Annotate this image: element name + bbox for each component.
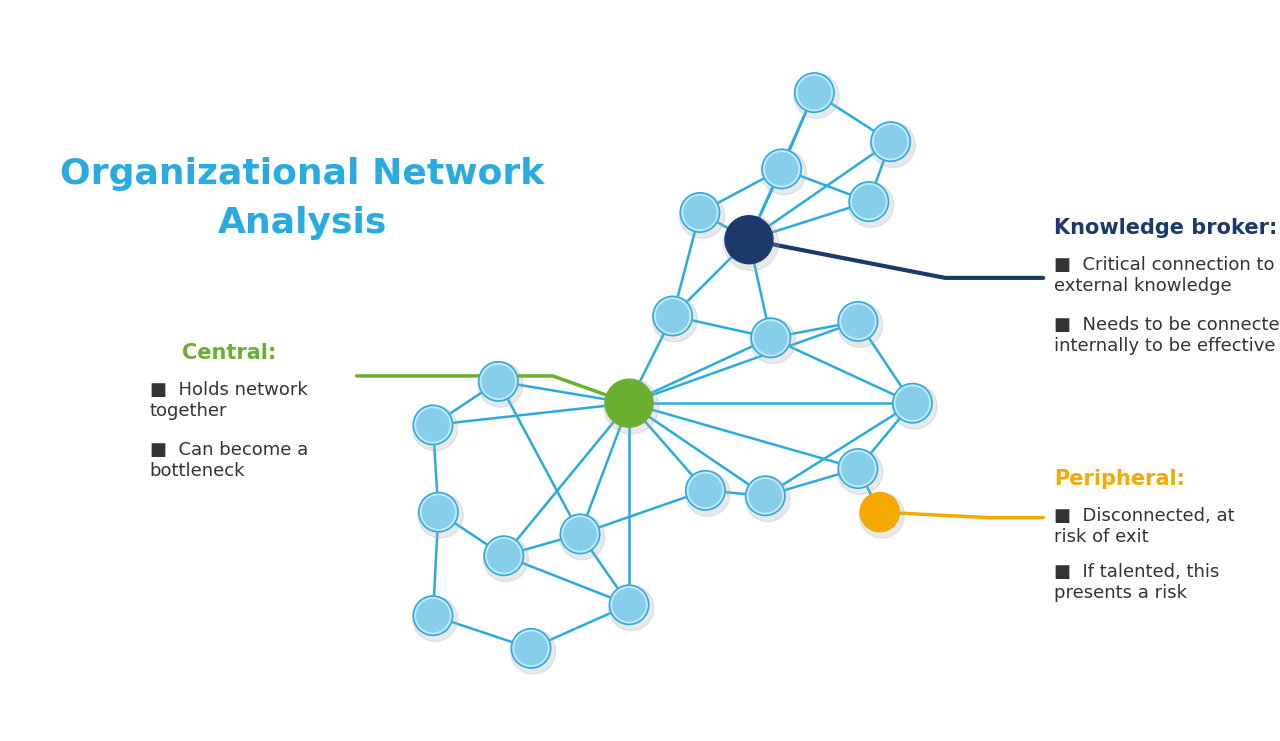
Text: ■  Critical connection to
external knowledge: ■ Critical connection to external knowle…	[1055, 256, 1275, 295]
Circle shape	[750, 319, 795, 364]
Circle shape	[870, 122, 915, 167]
Circle shape	[749, 479, 781, 512]
Circle shape	[686, 471, 724, 510]
Circle shape	[762, 149, 801, 188]
Circle shape	[852, 185, 884, 218]
Text: Peripheral:: Peripheral:	[1055, 468, 1185, 488]
Circle shape	[859, 493, 905, 538]
Circle shape	[680, 193, 719, 232]
Circle shape	[723, 216, 778, 270]
Circle shape	[422, 496, 454, 528]
Circle shape	[484, 536, 524, 575]
Circle shape	[837, 449, 883, 494]
Circle shape	[564, 518, 596, 550]
Circle shape	[515, 632, 547, 665]
Text: ■  Holds network
together: ■ Holds network together	[150, 382, 307, 420]
Circle shape	[849, 182, 893, 227]
Circle shape	[604, 379, 659, 434]
Circle shape	[860, 493, 900, 532]
Circle shape	[893, 384, 932, 423]
Circle shape	[477, 362, 524, 408]
Text: Organizational Network: Organizational Network	[60, 157, 544, 191]
Circle shape	[837, 302, 883, 348]
Circle shape	[412, 405, 458, 451]
Circle shape	[413, 405, 453, 445]
Circle shape	[794, 73, 840, 119]
Circle shape	[609, 585, 654, 631]
Circle shape	[419, 493, 463, 538]
Text: ■  If talented, this
presents a risk: ■ If talented, this presents a risk	[1055, 563, 1220, 602]
Circle shape	[746, 476, 785, 516]
Circle shape	[685, 471, 730, 516]
Text: Knowledge broker:: Knowledge broker:	[1055, 218, 1277, 238]
Text: ■  Can become a
bottleneck: ■ Can become a bottleneck	[150, 442, 308, 480]
Circle shape	[838, 302, 878, 341]
Circle shape	[690, 474, 722, 506]
Circle shape	[417, 599, 449, 632]
Circle shape	[842, 453, 874, 485]
Circle shape	[413, 596, 453, 635]
Circle shape	[870, 122, 910, 162]
Circle shape	[755, 322, 787, 354]
Circle shape	[838, 449, 878, 488]
Circle shape	[684, 196, 716, 228]
Circle shape	[653, 296, 692, 336]
Circle shape	[892, 384, 937, 429]
Circle shape	[561, 514, 600, 554]
Circle shape	[762, 150, 806, 195]
Circle shape	[653, 296, 698, 342]
Circle shape	[512, 629, 550, 668]
Circle shape	[479, 362, 518, 401]
Circle shape	[605, 379, 653, 427]
Circle shape	[488, 539, 520, 572]
Circle shape	[745, 476, 790, 522]
Circle shape	[559, 515, 605, 559]
Circle shape	[412, 597, 458, 642]
Circle shape	[613, 588, 645, 621]
Circle shape	[849, 182, 888, 222]
Circle shape	[724, 216, 773, 264]
Circle shape	[896, 387, 928, 419]
Circle shape	[484, 536, 529, 582]
Text: Central:: Central:	[182, 343, 276, 363]
Circle shape	[795, 73, 835, 112]
Circle shape	[511, 629, 556, 674]
Circle shape	[765, 153, 797, 185]
Text: ■  Disconnected, at
risk of exit: ■ Disconnected, at risk of exit	[1055, 507, 1235, 545]
Circle shape	[799, 76, 831, 109]
Circle shape	[751, 318, 790, 357]
Circle shape	[680, 193, 724, 239]
Circle shape	[483, 365, 515, 397]
Circle shape	[419, 493, 458, 532]
Circle shape	[657, 300, 689, 332]
Text: Analysis: Analysis	[218, 207, 387, 240]
Circle shape	[417, 409, 449, 441]
Circle shape	[609, 585, 649, 625]
Circle shape	[874, 125, 906, 158]
Circle shape	[842, 305, 874, 338]
Text: ■  Needs to be connected
internally to be effective: ■ Needs to be connected internally to be…	[1055, 316, 1280, 355]
